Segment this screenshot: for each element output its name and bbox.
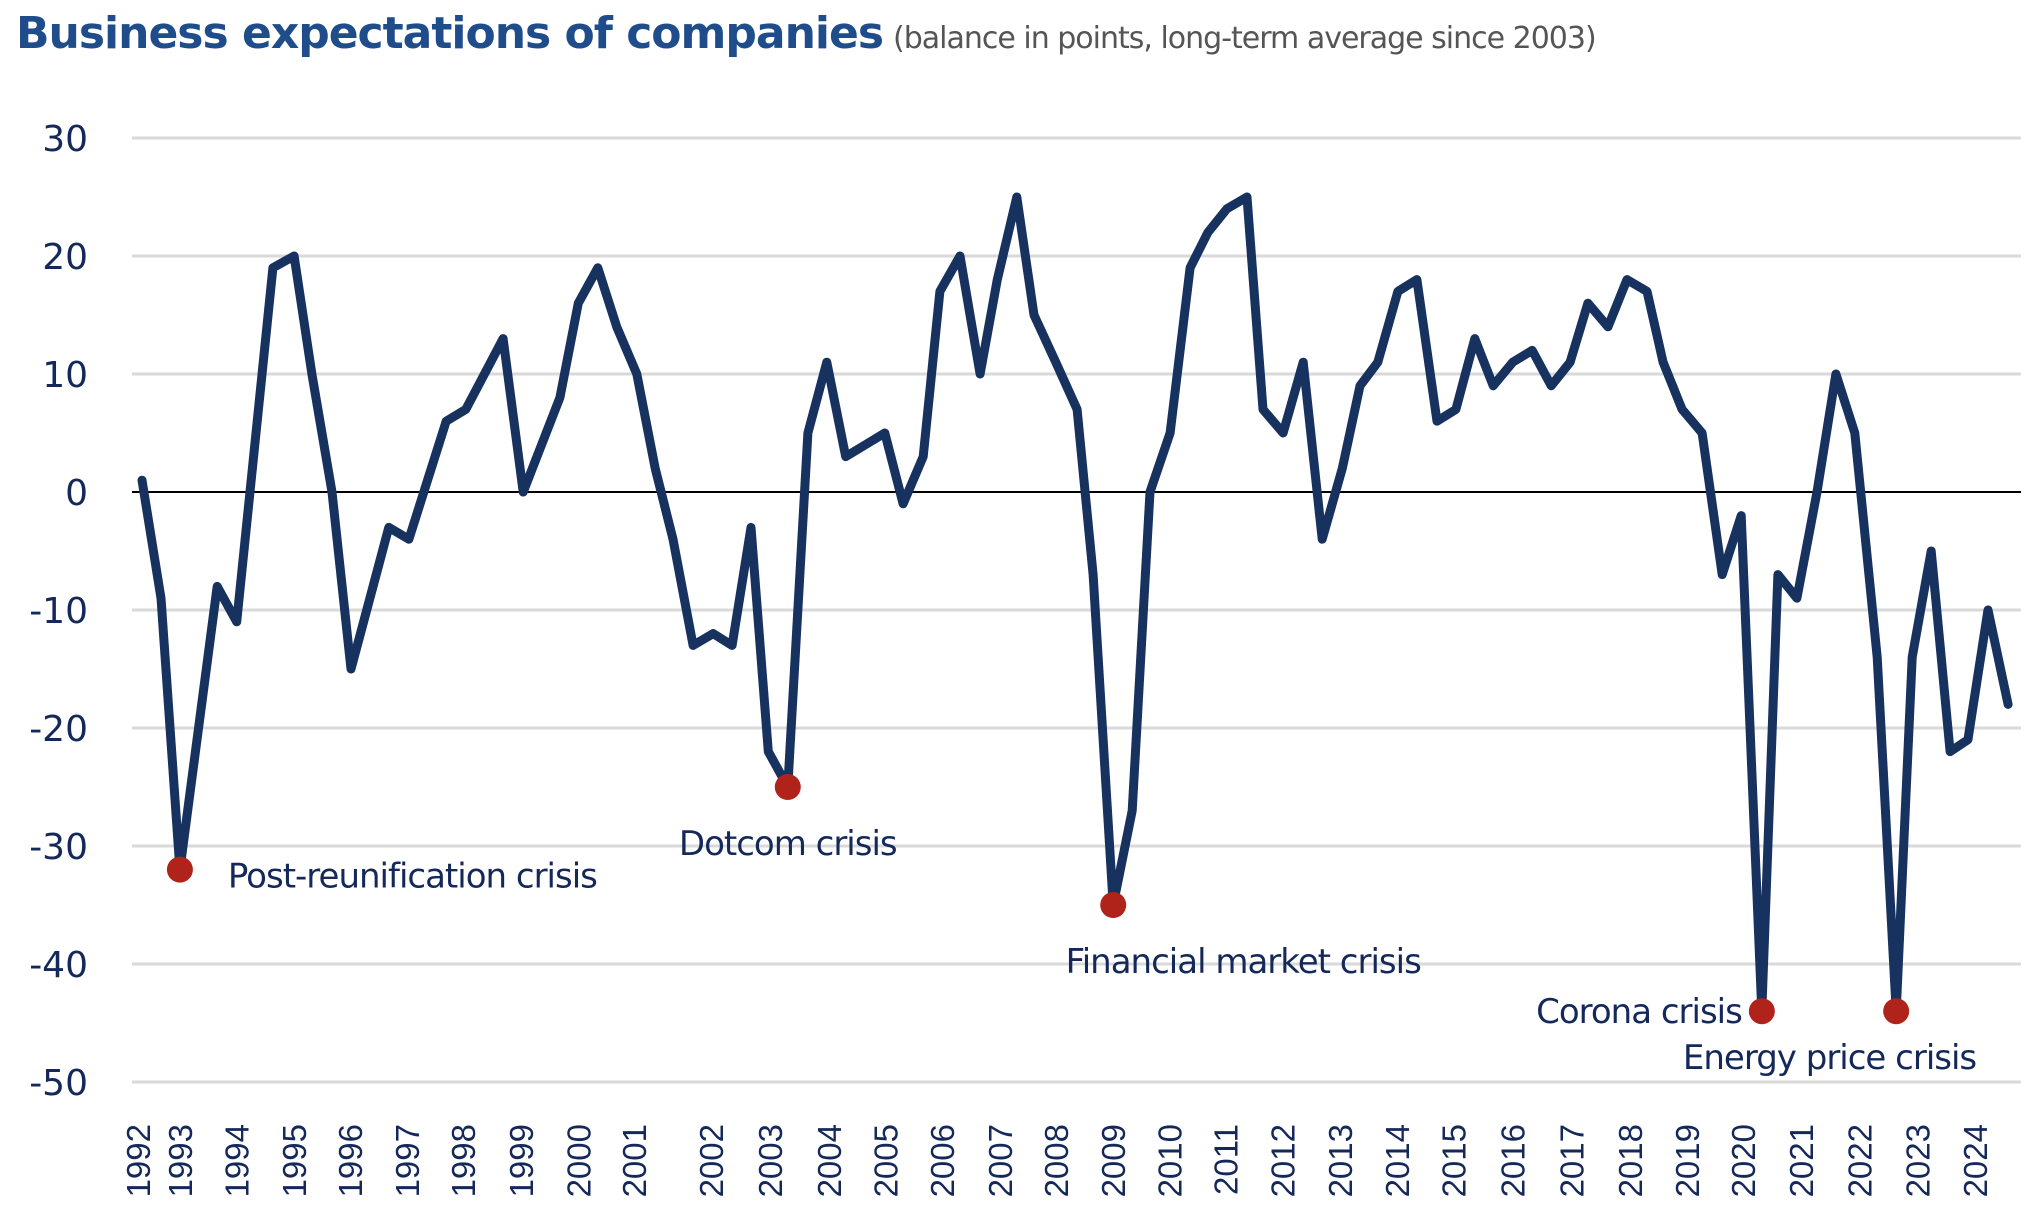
crisis-label: Dotcom crisis [679,824,897,864]
x-tick-label: 2011 [1208,1124,1245,1195]
x-tick-label: 2014 [1379,1124,1416,1197]
x-tick-label: 2001 [616,1124,653,1197]
x-tick-label: 1992 [120,1124,157,1197]
x-tick-label: 1994 [219,1124,256,1197]
y-tick-label: -20 [29,709,88,750]
crisis-label: Corona crisis [1536,992,1742,1032]
gridlines [132,136,2021,1084]
x-tick-label: 2021 [1783,1124,1820,1197]
y-tick-label: -10 [29,591,88,632]
x-tick-label: 2012 [1265,1124,1302,1197]
y-tick-label: 30 [42,119,88,160]
x-tick-label: 2023 [1899,1124,1936,1197]
x-tick-label: 1999 [503,1124,540,1197]
crisis-marker [1100,892,1127,918]
x-tick-label: 2020 [1725,1124,1762,1197]
x-tick-label: 1997 [389,1124,426,1197]
x-tick-label: 2006 [924,1124,961,1197]
crisis-marker [774,774,801,800]
x-tick-label: 2015 [1436,1124,1473,1197]
y-axis-ticks: 30 20 10 0 -10 -20 -30 -40 -50 [29,119,88,1104]
x-tick-label: 2005 [867,1124,904,1197]
y-tick-label: 20 [42,237,88,278]
crisis-marker [166,856,193,883]
x-tick-label: 2013 [1322,1124,1359,1197]
x-tick-label: 2016 [1495,1124,1532,1197]
x-tick-label: 1996 [332,1124,369,1197]
x-tick-label: 2009 [1095,1124,1132,1197]
x-tick-label: 2002 [693,1124,730,1197]
x-tick-label: 2024 [1957,1124,1994,1197]
crisis-marker [1883,998,1910,1025]
chart-subtitle: (balance in points, long-term average si… [893,21,1597,56]
crisis-label: Post-reunification crisis [228,857,597,897]
x-tick-label: 2010 [1151,1124,1188,1197]
x-tick-label: 2017 [1553,1124,1590,1197]
x-tick-label: 2008 [1038,1124,1075,1197]
crisis-label: Energy price crisis [1683,1038,1977,1078]
x-axis-ticks: 1992 1993 1994 1995 1996 1997 1998 1999 2000 2001… [120,1124,1994,1197]
x-tick-label: 2000 [560,1124,597,1197]
y-tick-label: -40 [29,945,88,986]
x-tick-label: 1998 [445,1124,482,1197]
annotations: Post-reunification crisis Dotcom crisis Fi… [228,824,1978,1078]
chart-title: Business expectations of companies (balan… [16,8,1597,59]
x-tick-label: 2007 [982,1124,1019,1197]
y-tick-label: 0 [65,473,88,514]
crisis-marker [1748,998,1775,1025]
x-tick-label: 2004 [811,1124,848,1197]
crisis-markers [166,774,1910,1025]
crisis-label: Financial market crisis [1066,942,1421,982]
x-tick-label: 2019 [1669,1124,1706,1197]
y-tick-label: -50 [29,1063,88,1104]
y-tick-label: -30 [29,827,88,868]
x-tick-label: 1995 [276,1124,313,1197]
x-tick-label: 2022 [1841,1124,1878,1197]
x-tick-label: 2018 [1612,1124,1649,1197]
y-tick-label: 10 [42,355,88,396]
x-tick-label: 1993 [162,1124,199,1197]
chart-title-main: Business expectations of companies [16,8,884,59]
x-tick-label: 2003 [752,1124,789,1197]
